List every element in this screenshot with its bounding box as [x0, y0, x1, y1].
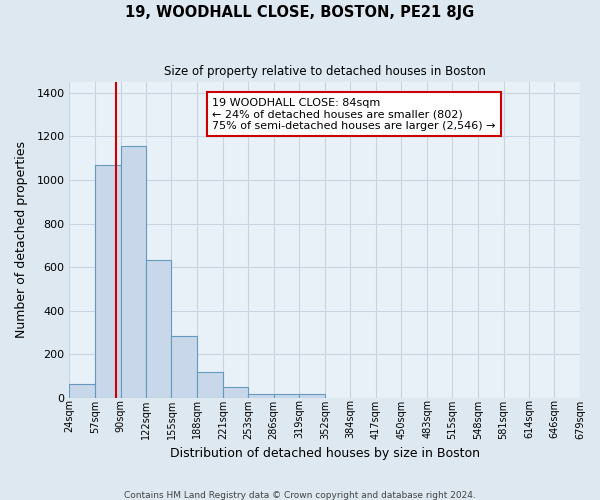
Bar — [70, 384, 95, 398]
Bar — [274, 394, 299, 398]
Bar — [197, 372, 223, 398]
Bar — [146, 260, 172, 398]
Bar — [172, 336, 197, 398]
Bar — [248, 394, 274, 398]
Title: Size of property relative to detached houses in Boston: Size of property relative to detached ho… — [164, 65, 485, 78]
Text: Contains HM Land Registry data © Crown copyright and database right 2024.: Contains HM Land Registry data © Crown c… — [124, 490, 476, 500]
X-axis label: Distribution of detached houses by size in Boston: Distribution of detached houses by size … — [170, 447, 479, 460]
Y-axis label: Number of detached properties: Number of detached properties — [15, 142, 28, 338]
Bar — [95, 164, 121, 398]
Bar — [121, 146, 146, 398]
Text: 19, WOODHALL CLOSE, BOSTON, PE21 8JG: 19, WOODHALL CLOSE, BOSTON, PE21 8JG — [125, 5, 475, 20]
Bar — [299, 394, 325, 398]
Bar — [223, 388, 248, 398]
Text: 19 WOODHALL CLOSE: 84sqm
← 24% of detached houses are smaller (802)
75% of semi-: 19 WOODHALL CLOSE: 84sqm ← 24% of detach… — [212, 98, 496, 131]
